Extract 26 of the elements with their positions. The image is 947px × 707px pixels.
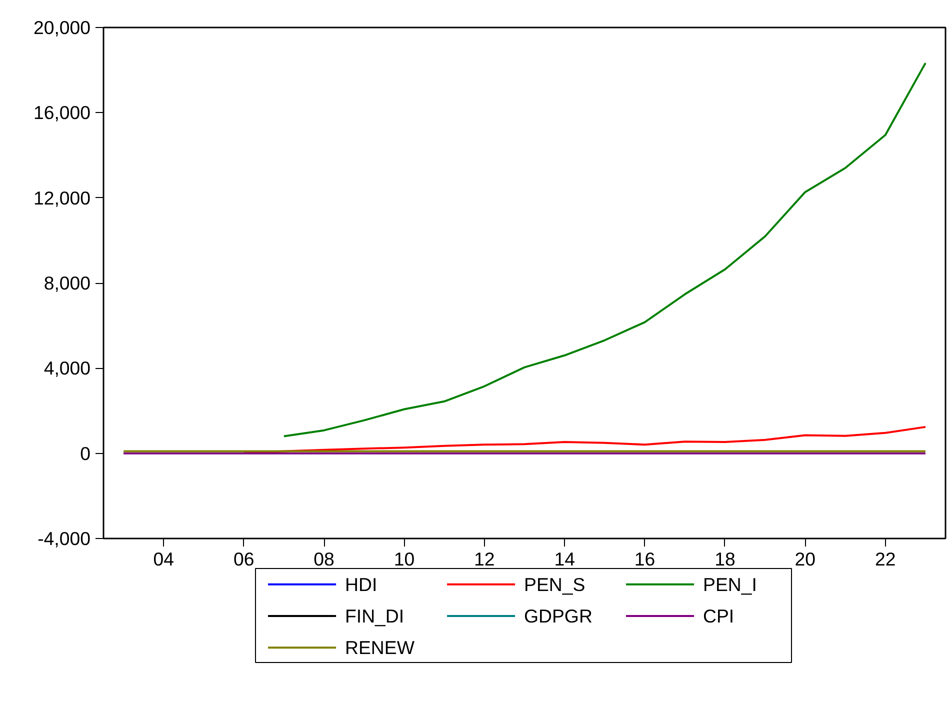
y-tick-label: 0 <box>80 442 91 464</box>
legend-label: FIN_DI <box>345 606 404 626</box>
x-tick-label: 04 <box>153 548 174 570</box>
x-tick-label: 18 <box>714 548 736 570</box>
y-tick-label: 12,000 <box>33 187 90 208</box>
legend-label: PEN_I <box>703 574 757 595</box>
y-tick-label: 4,000 <box>44 358 90 379</box>
x-tick-label: 10 <box>394 548 415 570</box>
legend-label: GDPGR <box>524 606 592 626</box>
legend-label: CPI <box>703 606 734 626</box>
x-tick-label: 14 <box>554 548 575 570</box>
line-series <box>282 62 926 438</box>
x-tick-label: 06 <box>233 548 254 570</box>
y-tick-label: 20,000 <box>33 17 90 38</box>
x-tick-label: 08 <box>314 548 334 570</box>
y-tick-label: -4,000 <box>38 528 91 549</box>
y-tick-label: 8,000 <box>44 272 90 294</box>
x-tick-label: 22 <box>874 548 896 570</box>
line-series <box>242 426 926 454</box>
x-tick-label: 16 <box>634 548 656 570</box>
legend-label: PEN_S <box>524 574 586 595</box>
x-tick-label: 12 <box>474 548 495 570</box>
legend-label: RENEW <box>345 637 415 658</box>
x-tick-label: 20 <box>794 548 816 570</box>
legend-label: HDI <box>345 574 378 595</box>
y-tick-label: 16,000 <box>33 102 90 124</box>
